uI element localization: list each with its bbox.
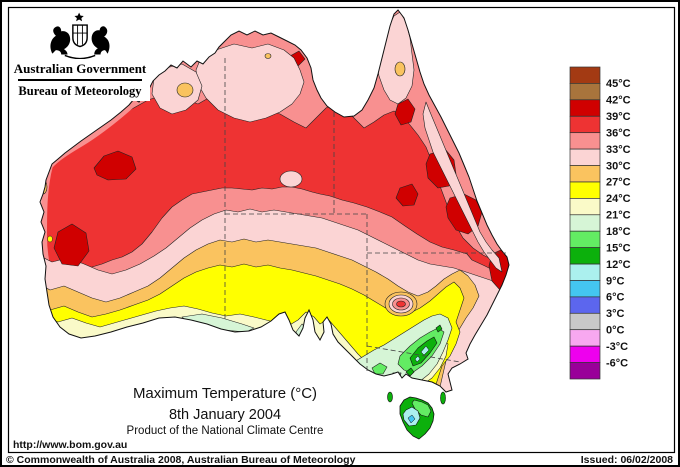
legend-swatch-21-24 — [569, 198, 601, 216]
issued-date: Issued: 06/02/2008 — [580, 454, 673, 466]
legend-labels: 45°C 42°C 39°C 36°C 33°C 30°C 27°C 24°C … — [606, 78, 631, 369]
legend-swatch-36-39 — [569, 115, 601, 134]
king-island — [387, 391, 393, 403]
map-title-block: Maximum Temperature (°C) 8th January 200… — [97, 385, 353, 437]
legend-label: 36°C — [606, 128, 631, 140]
legend-label: 21°C — [606, 210, 631, 222]
legend-label: 15°C — [606, 242, 631, 254]
band-9-12-specks — [414, 345, 430, 363]
legend-label: 24°C — [606, 193, 631, 205]
legend-swatch-30-33 — [569, 148, 601, 166]
pocket-nt-hole — [279, 170, 303, 188]
legend-label: 39°C — [606, 111, 631, 123]
legend-label: 9°C — [606, 275, 625, 287]
legend-swatch-45up — [569, 66, 601, 84]
legend-label: 3°C — [606, 308, 625, 320]
pocket-kimberley-orange — [176, 82, 194, 98]
temperature-legend: 45°C 42°C 39°C 36°C 33°C 30°C 27°C 24°C … — [569, 66, 631, 380]
hot-patch-pilbara — [93, 150, 137, 181]
pocket-topend-orange — [264, 53, 272, 59]
legend-label: -3°C — [606, 341, 628, 353]
mainland-coastline — [39, 9, 510, 393]
flinders-island — [440, 391, 446, 405]
pocket-top-end — [195, 43, 305, 123]
legend-swatch-15-18 — [569, 230, 601, 248]
legend-swatch-24-27 — [569, 181, 601, 199]
legend-swatch-9-12 — [569, 263, 601, 281]
legend-swatch-6-9 — [569, 280, 601, 298]
legend-swatch-0-3 — [569, 312, 601, 331]
band-30-33-north-pockets — [151, 11, 503, 273]
bureau-title: Bureau of Meteorology — [18, 84, 142, 98]
map-product-line: Product of the National Climate Centre — [126, 425, 324, 437]
nsw-hotspot-bullseye — [384, 291, 418, 317]
legend-swatch-18-21 — [569, 214, 601, 232]
legend-swatch-n3-0 — [569, 329, 601, 347]
legend-swatch-39-42 — [569, 99, 601, 117]
legend-swatch-n6-n3 — [569, 345, 601, 363]
legend-label: 45°C — [606, 78, 631, 90]
hot-patch-gascoyne — [53, 223, 90, 267]
legend-label: 27°C — [606, 177, 631, 189]
legend-label: 18°C — [606, 226, 631, 238]
legend-swatch-3-6 — [569, 296, 601, 314]
legend-swatch-42-45 — [569, 83, 601, 101]
tasmania-6-9-speck — [407, 414, 416, 424]
bom-url: http://www.bom.gov.au — [13, 439, 128, 451]
legend-label: 0°C — [606, 325, 625, 337]
tasmania-15-18-ne — [411, 399, 432, 418]
legend-label: 33°C — [606, 144, 631, 156]
legend-swatch-below-n6 — [569, 362, 601, 380]
tasmania-group — [387, 391, 446, 440]
pocket-east-coast-strip — [422, 101, 503, 273]
gascoyne-24-27-dot — [47, 235, 53, 243]
copyright-notice: © Commonwealth of Australia 2008, Austra… — [6, 454, 356, 466]
legend-label: 30°C — [606, 160, 631, 172]
map-date: 8th January 2004 — [168, 407, 282, 423]
legend-label: -6°C — [606, 357, 628, 369]
header-divider — [18, 79, 142, 81]
legend-swatch-33-36 — [569, 132, 601, 150]
legend-swatch-12-15 — [569, 247, 601, 265]
coat-of-arms-icon — [50, 12, 110, 59]
agency-header: Australian Government Bureau of Meteorol… — [10, 9, 150, 101]
legend-label: 6°C — [606, 292, 625, 304]
state-borders — [224, 58, 506, 372]
government-title: Australian Government — [13, 61, 147, 76]
pocket-capeyork-orange — [394, 61, 406, 77]
legend-swatch-27-30 — [569, 165, 601, 183]
hot-patch-gulf — [394, 98, 416, 126]
legend-label: 42°C — [606, 95, 631, 107]
map-title: Maximum Temperature (°C) — [132, 385, 318, 402]
hot-patch-nq-b — [395, 183, 419, 207]
legend-label: 12°C — [606, 259, 631, 271]
legend-swatches — [569, 66, 601, 380]
